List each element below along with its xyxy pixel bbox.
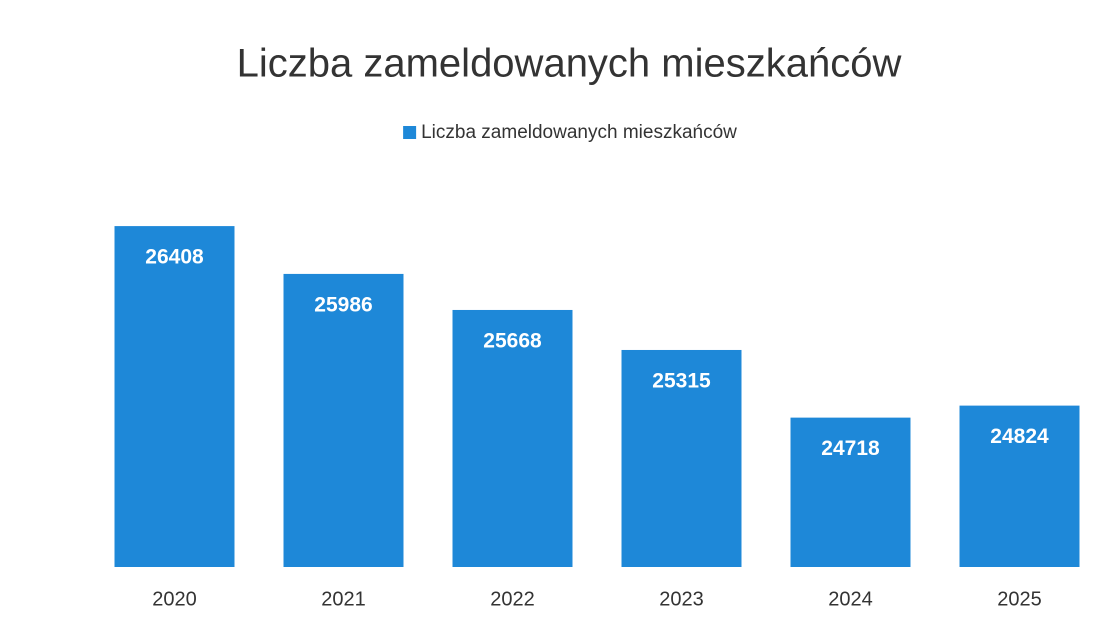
bar — [283, 273, 404, 567]
x-tick-label: 2023 — [659, 588, 704, 610]
x-tick-label: 2021 — [321, 588, 366, 610]
x-tick-label: 2024 — [828, 588, 873, 610]
bar — [114, 226, 235, 568]
data-label: 24824 — [990, 425, 1049, 448]
bar — [452, 309, 573, 567]
bar — [621, 349, 742, 567]
legend-swatch — [403, 126, 417, 139]
x-tick-label: 2025 — [997, 588, 1042, 610]
x-tick-label: 2020 — [152, 588, 197, 610]
data-label: 25668 — [483, 330, 542, 353]
bar — [790, 417, 911, 567]
legend: Liczba zameldowanych mieszkańców — [403, 122, 737, 143]
chart-title: Liczba zameldowanych mieszkańców — [237, 42, 902, 86]
legend-label: Liczba zameldowanych mieszkańców — [421, 122, 737, 143]
bar — [959, 405, 1080, 567]
data-label: 25986 — [314, 293, 372, 316]
x-tick-label: 2022 — [490, 588, 535, 610]
data-label: 25315 — [652, 370, 711, 393]
data-label: 24718 — [821, 437, 880, 460]
data-label: 26408 — [145, 246, 204, 269]
